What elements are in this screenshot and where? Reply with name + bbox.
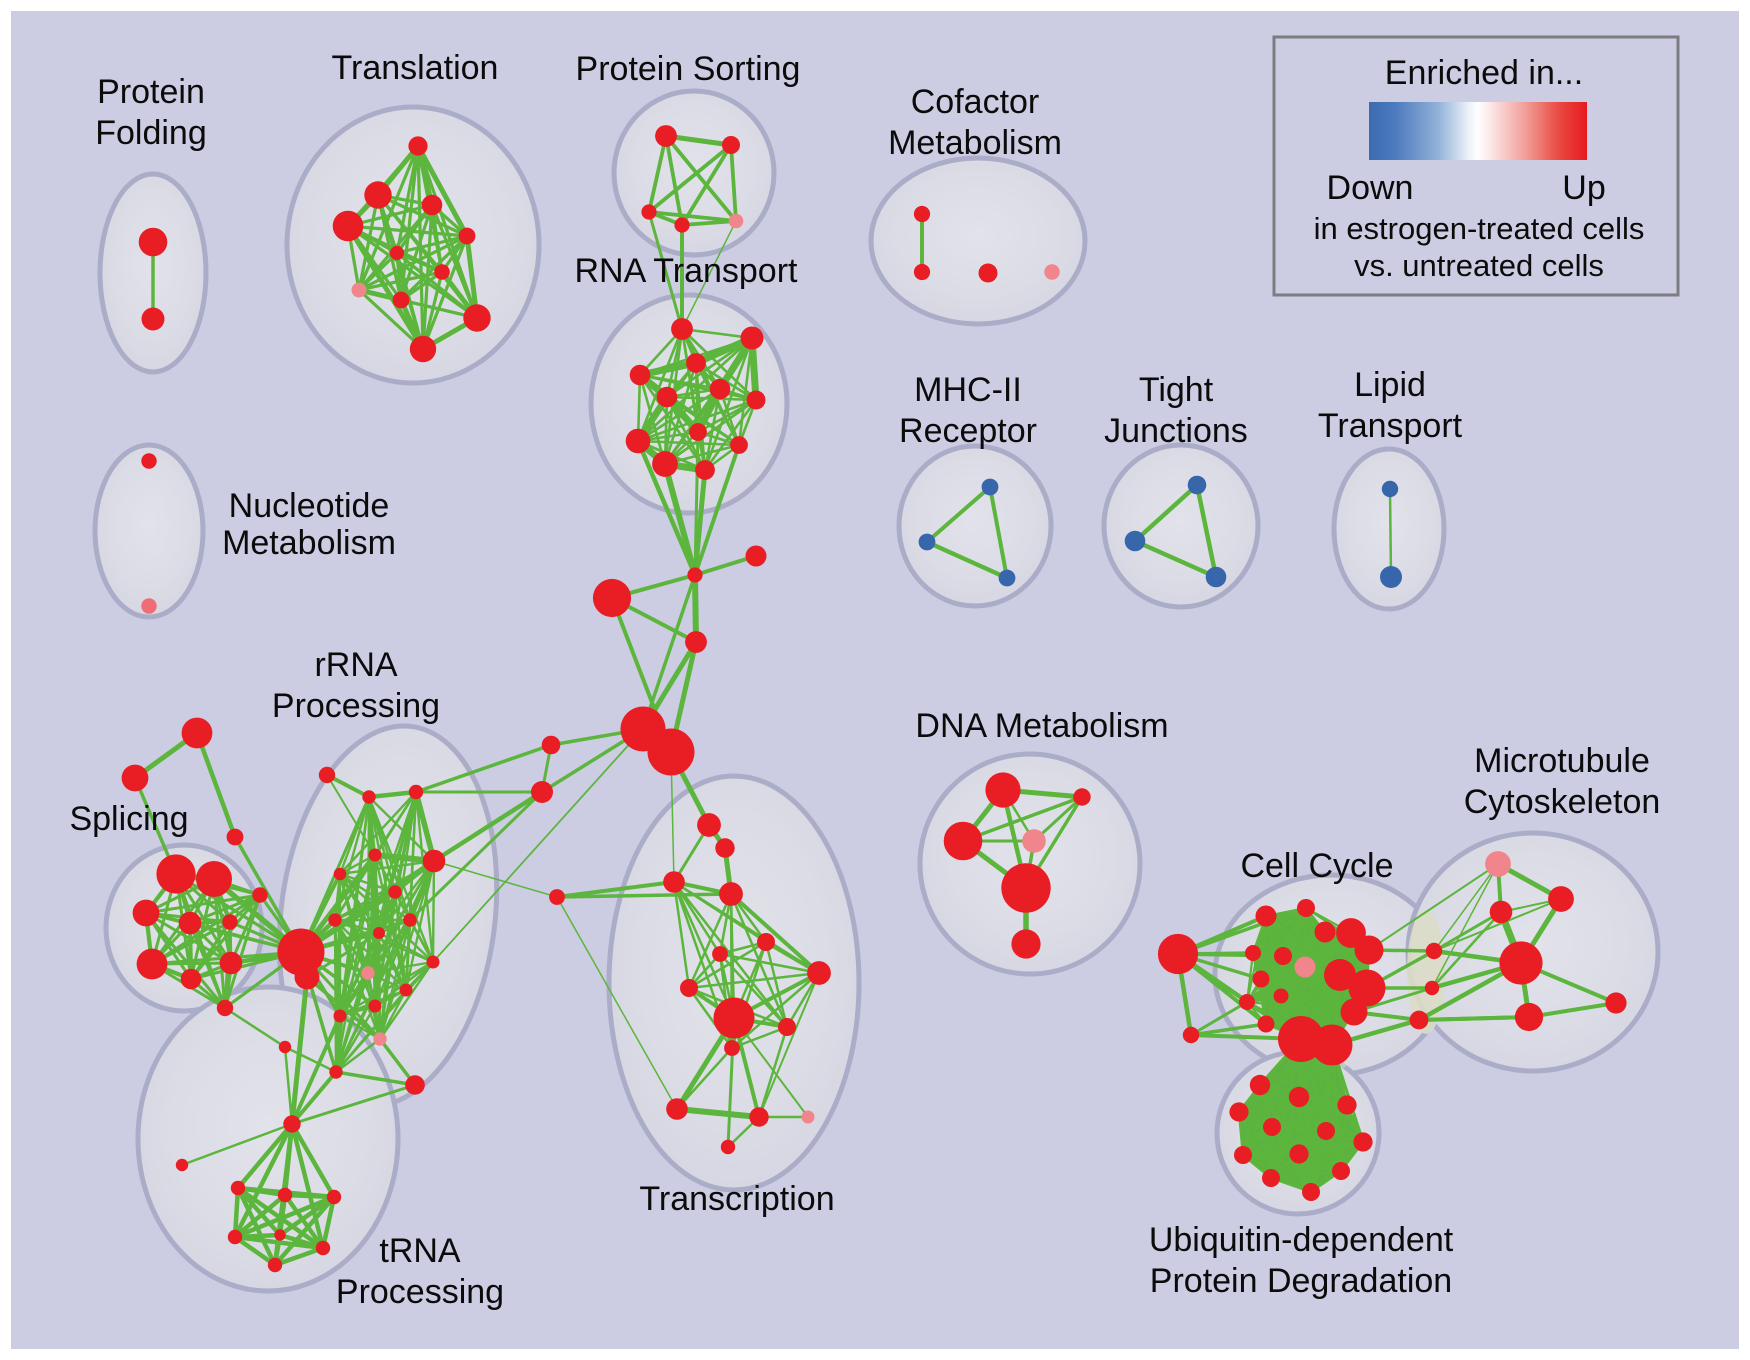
svg-text:Protein Degradation: Protein Degradation [1150,1262,1452,1300]
svg-text:Protein: Protein [97,73,205,111]
svg-text:Tight: Tight [1139,371,1214,409]
svg-text:Up: Up [1562,169,1605,207]
svg-text:Lipid: Lipid [1354,366,1426,404]
svg-text:DNA Metabolism: DNA Metabolism [915,707,1168,745]
svg-text:in estrogen-treated cells: in estrogen-treated cells [1314,211,1645,246]
svg-text:Folding: Folding [95,114,207,152]
svg-text:Transport: Transport [1318,407,1463,445]
svg-text:Microtubule: Microtubule [1474,742,1650,780]
svg-text:Ubiquitin-dependent: Ubiquitin-dependent [1149,1221,1454,1259]
svg-text:Receptor: Receptor [899,412,1037,450]
svg-text:Cell Cycle: Cell Cycle [1240,847,1393,885]
svg-text:rRNA: rRNA [314,646,397,684]
svg-text:tRNA: tRNA [379,1232,461,1270]
svg-text:Nucleotide: Nucleotide [229,487,390,525]
svg-text:Protein Sorting: Protein Sorting [576,50,801,88]
svg-text:RNA Transport: RNA Transport [575,252,799,290]
svg-text:Cofactor: Cofactor [911,83,1040,121]
svg-text:Transcription: Transcription [639,1180,834,1218]
svg-text:Metabolism: Metabolism [888,124,1062,162]
svg-text:Cytoskeleton: Cytoskeleton [1464,783,1661,821]
svg-text:MHC-II: MHC-II [914,371,1022,409]
svg-text:Enriched in...: Enriched in... [1385,54,1583,92]
svg-text:Translation: Translation [332,49,499,87]
svg-text:Processing: Processing [272,687,440,725]
svg-text:Metabolism: Metabolism [222,524,396,562]
svg-text:Processing: Processing [336,1273,504,1311]
svg-text:vs. untreated cells: vs. untreated cells [1354,248,1604,283]
svg-text:Down: Down [1327,169,1414,207]
svg-text:Splicing: Splicing [69,800,188,838]
svg-text:Junctions: Junctions [1104,412,1248,450]
